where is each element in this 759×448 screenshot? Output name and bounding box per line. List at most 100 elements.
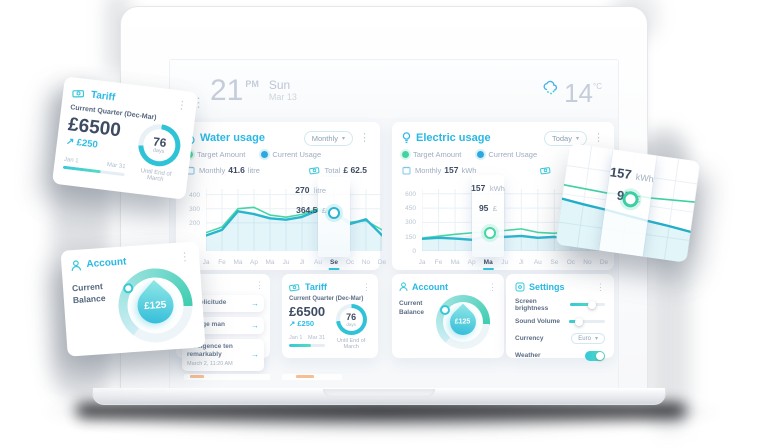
y-axis-label: 150 <box>405 233 416 241</box>
electric-highlight-column <box>472 175 504 257</box>
chevron-down-icon: ▾ <box>575 135 579 142</box>
days-remaining-donut: 76 days <box>335 304 367 335</box>
x-axis-label[interactable]: De <box>599 259 609 266</box>
y-axis-label: 400 <box>189 191 200 199</box>
water-chart-marker[interactable] <box>328 207 340 219</box>
range-end: Mar 31 <box>308 335 326 341</box>
target-amount-label: Target Amount <box>413 150 462 159</box>
money-icon <box>308 166 319 174</box>
electric-card-title: Electric usage <box>416 132 491 144</box>
x-axis-label[interactable]: Fe <box>434 259 443 266</box>
electric-stat-label: Monthly <box>415 165 442 175</box>
tariff-amount: £6500 <box>289 304 326 319</box>
x-axis-label[interactable]: Oc <box>566 259 576 266</box>
x-axis-label[interactable]: Ma <box>265 259 275 266</box>
settings-card: Settings ⋮ Screen brightness Sound Volum… <box>506 274 614 361</box>
water-stat-value: 41.6 <box>228 165 245 175</box>
water-legend: Target Amount Current Usage <box>186 150 370 159</box>
x-axis-label[interactable]: Ja <box>418 259 426 266</box>
account-card-title: Account <box>412 282 448 292</box>
current-usage-radio[interactable] <box>261 151 269 158</box>
x-axis-label[interactable]: Ja <box>202 259 210 266</box>
current-usage-radio[interactable] <box>477 151 485 158</box>
tariff-menu-icon[interactable]: ⋮ <box>175 99 189 113</box>
electric-chart-tooltip: 157 kWh 95 £ <box>471 183 505 213</box>
x-axis-label[interactable]: De <box>377 259 387 266</box>
notification-time: March 2, 11:20 AM <box>187 360 233 367</box>
account-menu-icon[interactable]: ⋮ <box>178 250 191 264</box>
currency-label: Currency <box>515 335 544 342</box>
tariff-delta: £250 <box>297 319 315 328</box>
notifications-menu-icon[interactable]: ⋮ <box>255 279 264 290</box>
water-card-menu-icon[interactable]: ⋮ <box>359 131 370 144</box>
x-axis-label[interactable]: Fe <box>218 259 226 266</box>
quarter-progress-bar <box>289 344 326 347</box>
floating-account-card: Account ⋮ Current Balance £125 <box>60 241 206 357</box>
x-axis-label[interactable]: Ma <box>450 259 460 266</box>
arrow-right-icon: → <box>251 321 259 330</box>
x-axis-label[interactable]: Jl <box>518 259 524 266</box>
y-axis-label: 600 <box>405 190 416 198</box>
x-axis-label[interactable]: No <box>583 259 592 266</box>
cutoff-card-fragment <box>184 374 270 380</box>
range-start: Jan 1 <box>289 335 303 341</box>
electric-card-menu-icon[interactable]: ⋮ <box>593 131 604 144</box>
days-label: days <box>152 147 165 155</box>
balance-gauge: £125 <box>435 295 490 349</box>
tariff-menu-icon[interactable]: ⋮ <box>362 281 371 292</box>
x-axis-label[interactable]: Jl <box>299 259 305 266</box>
tariff-card-title: Tariff <box>305 282 327 292</box>
electric-stat-value: 157 <box>444 165 459 175</box>
settings-menu-icon[interactable]: ⋮ <box>596 281 605 292</box>
water-stat-unit: litre <box>247 165 260 175</box>
x-axis-label[interactable]: Ju <box>501 259 509 266</box>
y-axis-label: 200 <box>189 219 200 227</box>
water-usage-card: Water usage Monthly ▾ ⋮ Target Amount Cur… <box>176 122 386 270</box>
water-total-value: £ 62.5 <box>343 165 367 175</box>
delta-up-icon: ↗ <box>289 319 296 328</box>
electric-period-select[interactable]: Today ▾ <box>543 130 587 146</box>
x-axis-label[interactable]: Au <box>314 259 322 266</box>
money-icon <box>289 283 300 291</box>
calendar-icon <box>402 166 411 174</box>
x-axis-label[interactable]: Ma <box>483 259 493 266</box>
account-menu-icon[interactable]: ⋮ <box>488 281 497 292</box>
tariff-footer: Until End of March <box>140 168 172 183</box>
balance-value: £125 <box>455 318 471 326</box>
cutoff-accent-fragment <box>190 375 204 378</box>
x-axis-label[interactable]: Oc <box>345 259 355 266</box>
currency-select[interactable]: Euro ▾ <box>571 333 605 344</box>
chevron-down-icon: ▾ <box>341 135 345 142</box>
x-axis-label[interactable]: Se <box>330 259 338 266</box>
electric-chart-marker[interactable] <box>484 227 496 239</box>
account-card: Account ⋮ Current Balance £125 <box>392 274 504 358</box>
x-axis-label[interactable]: Se <box>550 259 559 266</box>
water-period-select[interactable]: Monthly ▾ <box>303 130 353 146</box>
laptop-base <box>92 388 666 405</box>
settings-card-title: Settings <box>529 282 565 292</box>
volume-slider[interactable] <box>569 317 605 326</box>
weather-widget: 14 °C <box>542 80 602 106</box>
volume-label: Sound Volume <box>515 318 561 325</box>
weather-toggle[interactable] <box>585 350 605 361</box>
x-axis-label[interactable]: Ma <box>233 259 243 266</box>
x-axis-label[interactable]: Ju <box>282 259 290 266</box>
water-total-label: Total <box>324 165 341 175</box>
x-axis-label[interactable]: Ap <box>467 259 476 266</box>
series-line <box>206 209 382 237</box>
target-amount-radio[interactable] <box>402 151 409 158</box>
x-axis-label[interactable]: Au <box>533 259 542 266</box>
temperature-value: 14 <box>564 78 594 108</box>
chevron-down-icon: ▾ <box>594 336 598 342</box>
balance-gauge: £125 <box>115 265 195 345</box>
electric-chart-zone: 600 450 300 150 0 157 kWh 95 £ Ja Fe Ma Ap Ma Ju J… <box>402 175 608 273</box>
cutoff-accent-fragment <box>296 375 314 378</box>
money-icon <box>72 90 85 98</box>
brightness-slider[interactable] <box>570 300 605 309</box>
tariff-subtitle: Current Quarter (Dec-Mar) <box>289 296 364 302</box>
gauge-knob <box>122 282 134 294</box>
x-axis-label[interactable]: Ap <box>250 259 258 266</box>
arrow-right-icon: → <box>251 299 259 308</box>
x-axis-label[interactable]: No <box>361 259 371 266</box>
